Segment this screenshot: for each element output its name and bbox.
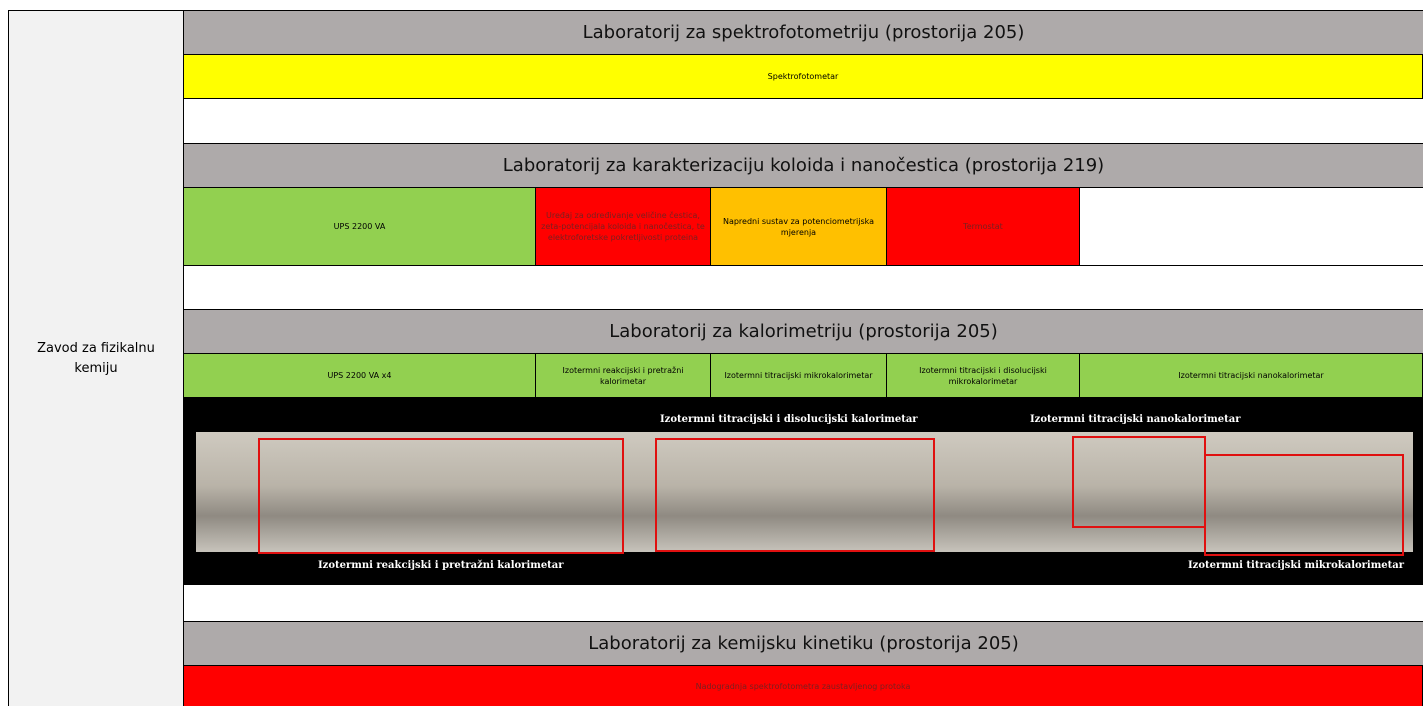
department: Zavod za fizikalnu kemiju — [37, 340, 155, 376]
spacer — [184, 266, 1423, 310]
section-title: Laboratorij za kalorimetriju (prostorija… — [184, 310, 1423, 354]
item: Izotermni titracijski mikrokalorimetar — [711, 354, 887, 398]
item: Izotermni reakcijski i pretražni kalorim… — [536, 354, 711, 398]
spacer — [184, 584, 1423, 622]
photo-panel: Izotermni titracijski i disolucijski kal… — [184, 398, 1423, 584]
photo-label: Izotermni reakcijski i pretražni kalorim… — [318, 560, 564, 571]
photo-label: Izotermni titracijski i disolucijski kal… — [660, 414, 918, 425]
highlight — [655, 438, 935, 552]
section-title: Laboratorij za spektrofotometriju (prost… — [184, 11, 1423, 55]
highlight — [258, 438, 624, 554]
section-title: Laboratorij za kemijsku kinetiku (prosto… — [184, 622, 1423, 666]
spacer — [184, 99, 1423, 144]
item: Nadogradnja spektrofotometra zaustavljen… — [184, 666, 1423, 706]
frame — [8, 10, 1423, 706]
highlight — [1072, 436, 1206, 528]
item: UPS 2200 VA x4 — [184, 354, 536, 398]
item: Izotermni titracijski nanokalorimetar — [1080, 354, 1423, 398]
section-title: Laboratorij za karakterizaciju koloida i… — [184, 144, 1423, 188]
empty-cell — [1080, 188, 1423, 266]
item: UPS 2200 VA — [184, 188, 536, 266]
item: Izotermni titracijski i disolucijski mik… — [887, 354, 1080, 398]
item: Napredni sustav za potenciometrijska mje… — [711, 188, 887, 266]
photo-label: Izotermni titracijski nanokalorimetar — [1030, 414, 1241, 425]
item: Uređaj za određivanje veličine čestica, … — [536, 188, 711, 266]
highlight — [1204, 454, 1404, 556]
item: Termostat — [887, 188, 1080, 266]
department-cell: Zavod za fizikalnu kemiju — [9, 11, 184, 706]
photo-label: Izotermni titracijski mikrokalorimetar — [1188, 560, 1405, 571]
item: Spektrofotometar — [184, 55, 1423, 99]
photo — [196, 432, 1413, 552]
